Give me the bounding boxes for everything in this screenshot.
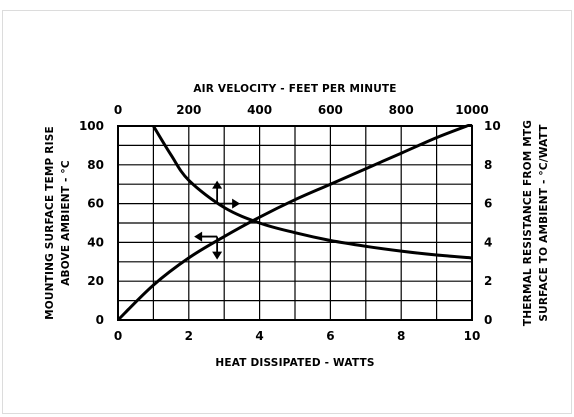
top-tick-label: 800	[389, 103, 414, 117]
bottom-tick-label: 4	[255, 329, 263, 343]
temp-rise-curve	[118, 124, 473, 321]
right-tick-label: 6	[484, 197, 492, 211]
top-tick-label: 600	[318, 103, 343, 117]
bottom-tick-label: 10	[464, 329, 481, 343]
left-tick-label: 0	[96, 313, 104, 327]
left-tick-label: 60	[87, 197, 104, 211]
curves	[118, 124, 473, 321]
right-tick-label: 10	[484, 119, 501, 133]
thermal-resistance-curve	[152, 125, 473, 260]
arrowhead-left	[194, 231, 203, 242]
left-tick-label: 80	[87, 158, 104, 172]
bottom-axis-label: HEAT DISSIPATED - WATTS	[215, 357, 374, 369]
top-tick-label: 400	[247, 103, 272, 117]
left-tick-label: 100	[79, 119, 104, 133]
arrowhead-down	[212, 251, 223, 260]
left-axis-label-line1: MOUNTING SURFACE TEMP RISE	[44, 126, 56, 320]
right-tick-label: 2	[484, 274, 492, 288]
bottom-tick-label: 0	[114, 329, 122, 343]
top-tick-label: 0	[114, 103, 122, 117]
tick-labels: 0 2 4 6 8 100 200 400 600 800 10000204060801000246…	[79, 103, 501, 343]
chart-frame	[2, 10, 572, 414]
right-tick-label: 8	[484, 158, 492, 172]
left-tick-label: 40	[87, 235, 104, 249]
arrowhead-up	[212, 180, 223, 189]
arrowhead-right	[232, 198, 241, 209]
top-tick-label: 1000	[455, 103, 488, 117]
bottom-tick-label: 2	[185, 329, 193, 343]
grid	[118, 126, 472, 320]
left-axis-label-line2: ABOVE AMBIENT - °C	[60, 160, 72, 286]
right-tick-label: 0	[484, 313, 492, 327]
right-axis-label-line2: SURFACE TO AMBIENT - °C/WATT	[538, 124, 550, 322]
arrow-annotations	[194, 180, 241, 260]
bottom-tick-label: 8	[397, 329, 405, 343]
right-tick-label: 4	[484, 235, 492, 249]
left-tick-label: 20	[87, 274, 104, 288]
top-axis-label: AIR VELOCITY - FEET PER MINUTE	[193, 83, 396, 95]
bottom-tick-label: 6	[326, 329, 334, 343]
right-axis-label-line1: THERMAL RESISTANCE FROM MTG	[522, 120, 534, 326]
top-tick-label: 200	[176, 103, 201, 117]
